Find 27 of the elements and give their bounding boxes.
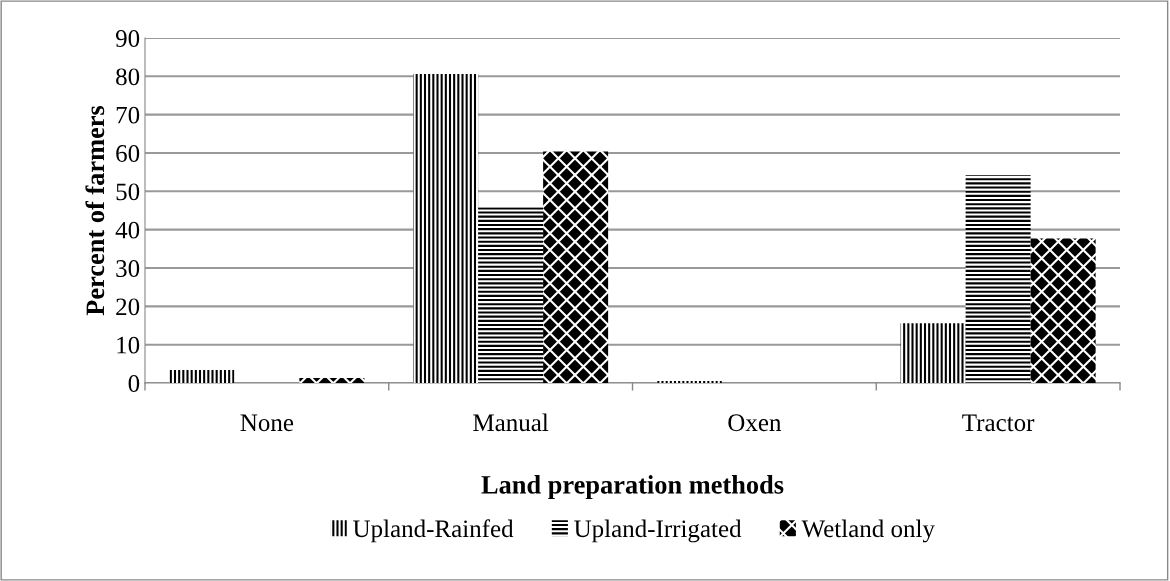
y-tick-label: 70 — [116, 106, 140, 124]
bar — [543, 151, 609, 383]
legend-label: Upland-Rainfed — [353, 519, 514, 543]
y-tick-label: 90 — [115, 30, 140, 47]
bar — [965, 175, 1031, 383]
y-tick-label: 20 — [116, 298, 140, 316]
y-axis-title: Percent of farmers — [85, 105, 105, 316]
legend-label: Wetland only — [801, 519, 935, 543]
y-tick-label: 50 — [116, 183, 140, 201]
x-tick-label: Oxen — [728, 414, 782, 432]
y-tick-label: 30 — [116, 260, 140, 277]
y-tick-label: 40 — [115, 221, 140, 239]
x-axis-title: Land preparation methods — [481, 475, 784, 500]
x-tick-label: None — [240, 414, 294, 432]
y-tick-label: 0 — [128, 375, 140, 392]
y-tick-label: 10 — [117, 336, 140, 354]
bar — [169, 369, 235, 383]
bar — [900, 323, 966, 383]
y-tick-label: 60 — [116, 145, 140, 162]
bar — [1030, 238, 1096, 383]
legend-label: Upland-Irrigated — [574, 519, 742, 543]
bar — [413, 74, 479, 383]
x-tick-label: Tractor — [962, 414, 1035, 432]
x-tick-label: Manual — [473, 413, 549, 432]
bar — [299, 378, 365, 383]
y-tick-label: 80 — [116, 68, 140, 86]
bar — [478, 207, 544, 383]
